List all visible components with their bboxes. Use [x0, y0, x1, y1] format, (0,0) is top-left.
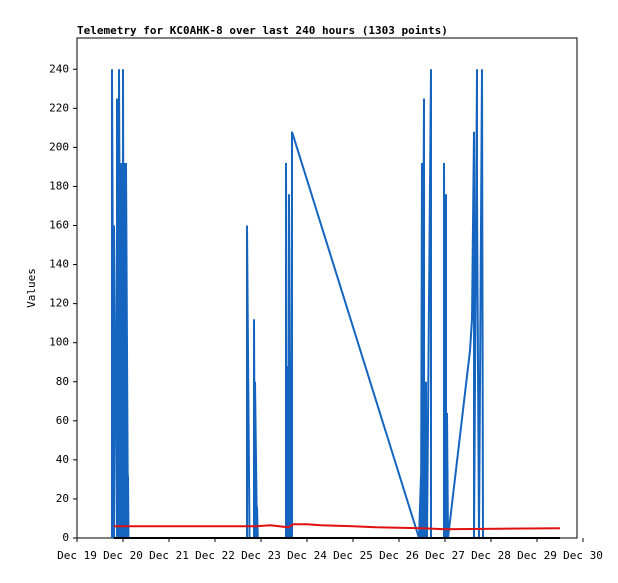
- y-tick-label: 20: [56, 492, 69, 505]
- y-tick-label: 220: [49, 101, 69, 114]
- x-tick-label: Dec 20: [103, 549, 143, 562]
- x-tick-label: Dec 23: [241, 549, 281, 562]
- y-tick-label: 180: [49, 179, 69, 192]
- x-tick-label: Dec 19: [57, 549, 97, 562]
- x-tick-label: Dec 26: [379, 549, 419, 562]
- x-tick-label: Dec 22: [195, 549, 235, 562]
- y-tick-label: 140: [49, 258, 69, 271]
- x-tick-label: Dec 30: [563, 549, 603, 562]
- x-tick-label: Dec 24: [287, 549, 327, 562]
- y-tick-label: 200: [49, 140, 69, 153]
- y-tick-label: 80: [56, 375, 69, 388]
- x-tick-label: Dec 21: [149, 549, 189, 562]
- x-tick-label: Dec 28: [471, 549, 511, 562]
- plot-frame: [76, 37, 578, 539]
- y-tick-label: 60: [56, 414, 69, 427]
- series-line: [111, 69, 484, 539]
- y-tick-label: 0: [62, 531, 69, 544]
- x-tick-label: Dec 27: [425, 549, 465, 562]
- y-tick-label: 40: [56, 453, 69, 466]
- series-line: [113, 523, 561, 531]
- x-tick-label: Dec 29: [517, 549, 557, 562]
- y-tick-label: 120: [49, 297, 69, 310]
- y-tick-label: 160: [49, 219, 69, 232]
- y-tick-label: 100: [49, 336, 69, 349]
- y-axis-label: Values: [25, 268, 38, 308]
- x-tick-label: Dec 25: [333, 549, 373, 562]
- y-tick-label: 240: [49, 62, 69, 75]
- chart-title: Telemetry for KC0AHK-8 over last 240 hou…: [77, 24, 448, 37]
